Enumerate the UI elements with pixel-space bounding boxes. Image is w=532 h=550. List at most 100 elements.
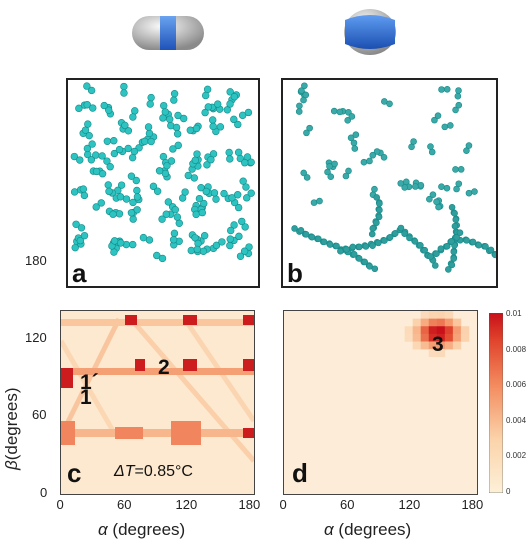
particle-dimer bbox=[92, 167, 107, 178]
heat-cell bbox=[412, 326, 422, 335]
particle-dimer bbox=[239, 177, 250, 191]
heat-cell bbox=[412, 333, 422, 342]
colorbar-tick-label: 0.006 bbox=[506, 380, 527, 389]
particle-dimer bbox=[155, 167, 170, 178]
particle-dimer bbox=[174, 111, 188, 123]
heat-diagonal bbox=[129, 317, 256, 463]
heat-cell bbox=[444, 341, 454, 350]
particle-dimer bbox=[454, 87, 462, 100]
particle-dimer bbox=[116, 193, 131, 203]
simulation-snapshot-b bbox=[281, 78, 508, 288]
heat-cell bbox=[444, 333, 454, 342]
particle-dimer bbox=[146, 93, 155, 108]
particle-dimer bbox=[100, 101, 113, 114]
particle-dimer bbox=[366, 262, 379, 273]
particle-dimer bbox=[103, 157, 114, 171]
panel-label-c: c bbox=[67, 458, 82, 488]
particle-dimer bbox=[191, 150, 201, 164]
colorbar-tick-label: 0 bbox=[506, 486, 511, 496]
particle-dimer bbox=[234, 148, 245, 163]
particle-dimer bbox=[431, 112, 442, 124]
particle-dimer bbox=[110, 145, 124, 158]
particle-dimer bbox=[438, 183, 451, 192]
heat-cell bbox=[444, 326, 454, 335]
heatmap-d bbox=[283, 310, 478, 495]
heat-diagonal bbox=[58, 339, 119, 438]
particle-dimer bbox=[230, 115, 242, 129]
particle-dimer bbox=[298, 82, 308, 94]
particle-dimer bbox=[426, 191, 437, 203]
particle-dimer bbox=[139, 233, 154, 244]
particle-dimer bbox=[169, 141, 182, 153]
particle-dimer bbox=[377, 149, 388, 161]
colorbar bbox=[489, 313, 503, 493]
particle-dimer bbox=[166, 115, 175, 130]
particle-dimer bbox=[72, 220, 86, 232]
particle-dimer bbox=[79, 185, 89, 200]
heat-cell bbox=[412, 318, 422, 327]
heat-cell bbox=[171, 421, 201, 445]
particle-dimer bbox=[158, 210, 170, 223]
particle-dimer bbox=[83, 101, 97, 112]
heat-cell bbox=[452, 318, 462, 327]
delta-t-annotation: ΔT=0.85°C bbox=[114, 463, 193, 481]
particle-dimer bbox=[212, 238, 226, 250]
heat-cell bbox=[436, 311, 446, 319]
heat-cell bbox=[404, 326, 413, 335]
particle-dimer bbox=[129, 107, 139, 121]
x-tick-label: 0 bbox=[56, 497, 64, 512]
particle-dimer bbox=[330, 107, 344, 116]
particle-dimer bbox=[228, 191, 242, 202]
particle-dimer bbox=[368, 225, 377, 238]
particle-dimer bbox=[492, 251, 504, 262]
particle-dimer bbox=[192, 208, 207, 219]
particle-dimer bbox=[144, 123, 154, 138]
particle-layer-a bbox=[70, 82, 255, 263]
particle-dimer bbox=[326, 160, 338, 170]
x-unit-d: (degrees) bbox=[333, 520, 412, 539]
particle-dimer bbox=[438, 85, 451, 93]
delta-t-value: =0.85°C bbox=[134, 463, 193, 480]
alpha-symbol-c: α bbox=[98, 520, 108, 539]
heat-diagonal bbox=[58, 317, 122, 438]
x-tick-label: 60 bbox=[340, 497, 355, 512]
particle-dimer bbox=[465, 188, 478, 197]
particle-dimer bbox=[427, 143, 436, 156]
particle-dimer bbox=[163, 157, 176, 170]
particle-dimer bbox=[110, 237, 125, 247]
heat-cell bbox=[243, 359, 254, 371]
x-tick-label: 120 bbox=[175, 497, 198, 512]
particle-dimer bbox=[81, 120, 92, 134]
heat-cell bbox=[428, 318, 438, 327]
particle-dimer bbox=[397, 180, 409, 191]
heat-cell bbox=[61, 368, 73, 388]
particle-dimer bbox=[191, 234, 202, 248]
heat-cell bbox=[428, 341, 438, 350]
particle-dimer bbox=[236, 247, 249, 260]
particle-dimer bbox=[210, 189, 220, 203]
heat-cell bbox=[444, 311, 454, 319]
particle-dimer bbox=[208, 116, 217, 131]
y-tick-label: 120 bbox=[25, 330, 47, 345]
particle-dimer bbox=[433, 198, 442, 211]
heat-cell bbox=[61, 368, 254, 375]
particle-dimer bbox=[350, 139, 359, 152]
x-axis-label-c: α (degrees) bbox=[98, 520, 185, 540]
x-tick-label: 60 bbox=[117, 497, 132, 512]
heat-cell bbox=[404, 333, 413, 342]
heat-cell bbox=[436, 333, 446, 342]
heat-cell bbox=[61, 421, 75, 445]
heat-cell bbox=[428, 333, 438, 342]
panel-label-a: a bbox=[70, 258, 89, 288]
heat-cell bbox=[243, 428, 254, 438]
region-label-1: 1 bbox=[80, 386, 92, 409]
particle-dimer bbox=[197, 183, 210, 196]
heat-cell bbox=[115, 427, 143, 439]
particle-dimer bbox=[452, 166, 465, 173]
heat-cell bbox=[428, 326, 438, 335]
x-tick-label: 180 bbox=[461, 497, 484, 512]
colorbar-tick-label: 0.002 bbox=[506, 451, 527, 460]
particle-dimer bbox=[172, 123, 182, 138]
heat-cell bbox=[460, 326, 470, 335]
heat-cell bbox=[460, 333, 470, 342]
